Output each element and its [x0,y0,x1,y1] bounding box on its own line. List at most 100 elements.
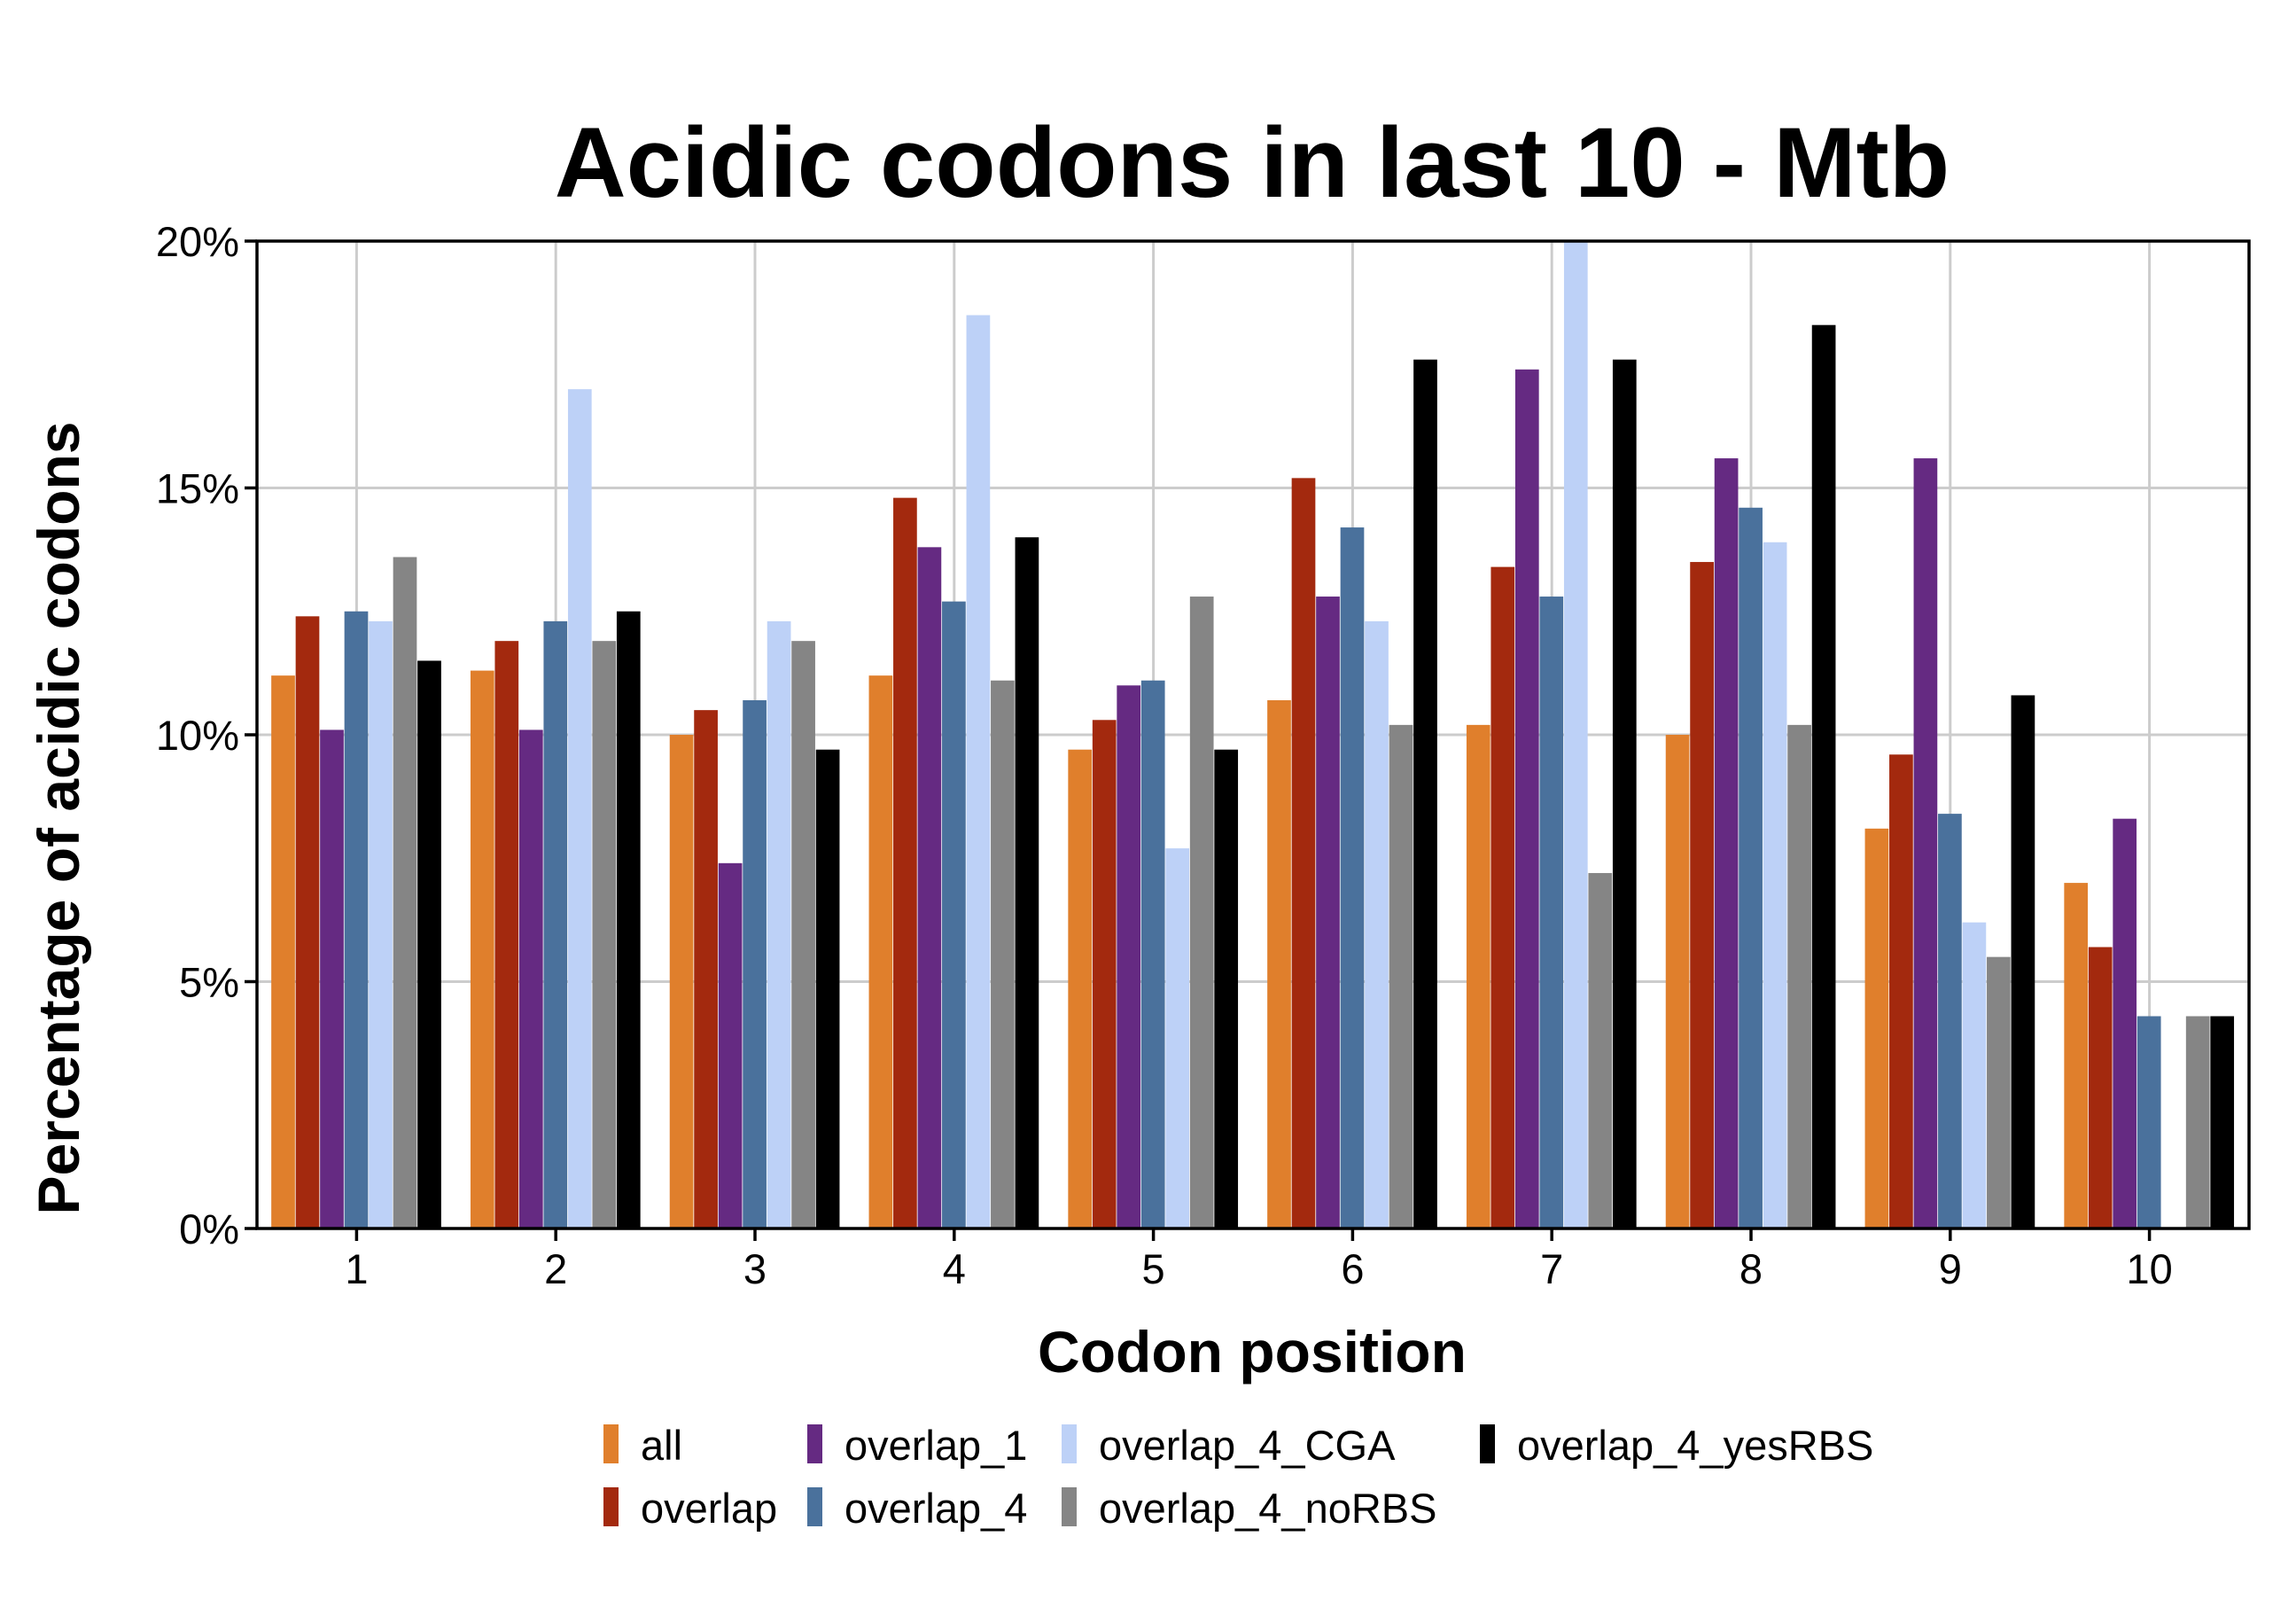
x-tick-label: 2 [544,1245,567,1292]
bar-overlap_4_yesRBS-pos-2 [616,611,641,1228]
bar-overlap_4_CGA-pos-9 [1962,922,1987,1228]
bar-overlap_4-pos-7 [1539,597,1564,1228]
bar-overlap-pos-3 [694,710,718,1228]
legend-swatch [807,1487,822,1526]
bar-overlap-pos-7 [1490,566,1515,1228]
bar-overlap_4-pos-2 [543,620,568,1228]
legend-swatch [603,1424,619,1463]
bar-overlap_4-pos-8 [1739,507,1763,1228]
x-tick-label: 9 [1939,1245,1962,1292]
y-tick-label: 20% [156,218,239,265]
x-tick-label: 3 [743,1245,767,1292]
bar-overlap_4_noRBS-pos-3 [791,641,815,1228]
legend-label: all [641,1422,682,1469]
bar-overlap-pos-10 [2088,947,2113,1228]
bar-overlap_4-pos-10 [2136,1016,2161,1228]
y-tick-label: 0% [179,1205,239,1252]
legend-item-overlap_4_yesRBS: overlap_4_yesRBS [1480,1422,1873,1469]
y-tick-label: 15% [156,465,239,512]
bar-overlap_4_noRBS-pos-6 [1389,724,1413,1228]
bar-overlap_4_noRBS-pos-7 [1588,872,1613,1228]
legend-swatch [1062,1424,1077,1463]
bar-all-pos-1 [271,675,295,1228]
bar-overlap_4_yesRBS-pos-5 [1214,749,1239,1228]
x-tick-label: 7 [1540,1245,1563,1292]
bar-overlap-pos-1 [295,616,320,1228]
bar-overlap_4-pos-5 [1140,680,1165,1228]
bar-overlap_4_yesRBS-pos-3 [815,749,840,1228]
legend-item-overlap_1: overlap_1 [807,1422,1027,1469]
y-axis-label: Percentage of acidic codons [26,422,91,1215]
bar-overlap_4_CGA-pos-3 [767,620,791,1228]
bar-overlap_4_noRBS-pos-4 [991,680,1015,1228]
bar-overlap_1-pos-7 [1514,369,1539,1228]
bar-overlap_4_yesRBS-pos-1 [417,660,441,1228]
legend-item-all: all [603,1422,682,1469]
bar-overlap-pos-4 [893,497,917,1228]
bar-overlap_4-pos-3 [743,700,767,1228]
legend-label: overlap_1 [844,1422,1027,1469]
legend-swatch [807,1424,822,1463]
legend-label: overlap_4_yesRBS [1517,1422,1873,1469]
bar-all-pos-5 [1068,749,1093,1228]
legend-item-overlap_4_noRBS: overlap_4_noRBS [1062,1485,1437,1532]
bar-overlap_1-pos-9 [1913,458,1938,1228]
bar-overlap_4_CGA-pos-1 [369,620,393,1228]
bar-overlap-pos-6 [1291,478,1316,1228]
bar-overlap_4-pos-4 [942,601,966,1228]
bar-overlap_4-pos-6 [1340,527,1365,1228]
bar-overlap_1-pos-3 [718,862,743,1228]
legend-item-overlap: overlap [603,1485,777,1532]
bar-all-pos-8 [1665,735,1690,1228]
bar-overlap_1-pos-6 [1316,597,1340,1228]
x-tick-label: 1 [345,1245,368,1292]
bar-overlap-pos-9 [1889,754,1913,1228]
x-tick-label: 4 [943,1245,966,1292]
bar-overlap_4_CGA-pos-2 [567,389,592,1229]
bar-overlap_4_noRBS-pos-9 [1987,956,2011,1228]
bar-overlap_4_yesRBS-pos-7 [1612,359,1637,1228]
bar-overlap_4_noRBS-pos-5 [1189,597,1214,1228]
bar-overlap_4_yesRBS-pos-6 [1413,359,1437,1228]
legend-label: overlap_4_noRBS [1099,1485,1437,1532]
x-axis-label: Codon position [1038,1319,1467,1384]
bar-overlap_4_noRBS-pos-2 [592,641,617,1228]
bar-overlap_4_noRBS-pos-1 [393,557,417,1228]
bar-all-pos-2 [470,670,494,1228]
bar-overlap_1-pos-10 [2113,818,2137,1228]
x-tick-label: 6 [1341,1245,1364,1292]
bar-overlap_4_yesRBS-pos-8 [1811,324,1836,1228]
bar-overlap_4_CGA-pos-5 [1165,848,1190,1228]
bar-all-pos-4 [868,675,893,1228]
bar-overlap_4_CGA-pos-4 [966,315,991,1228]
chart-title: Acidic codons in last 10 - Mtb [555,107,1950,218]
bar-overlap_4_yesRBS-pos-4 [1015,537,1039,1228]
x-tick-label: 5 [1142,1245,1165,1292]
bar-overlap_1-pos-1 [320,729,344,1228]
bar-overlap-pos-5 [1092,720,1117,1228]
bar-overlap_1-pos-5 [1117,685,1141,1228]
bar-overlap_4_CGA-pos-7 [1563,241,1588,1228]
bar-overlap_4_CGA-pos-8 [1763,542,1787,1228]
legend-label: overlap_4 [844,1485,1027,1532]
x-tick-label: 8 [1740,1245,1763,1292]
legend-swatch [603,1487,619,1526]
bar-all-pos-10 [2064,883,2089,1228]
tick-labels: 0% 5% 10% 15% 20% 1 2 3 4 5 6 7 8 9 10 [156,218,2173,1292]
bar-overlap_4-pos-1 [344,611,369,1228]
y-tick-label: 5% [179,959,239,1006]
bar-overlap_4_yesRBS-pos-10 [2210,1016,2235,1228]
bar-overlap_4-pos-9 [1938,814,1962,1228]
bar-all-pos-9 [1864,828,1889,1228]
legend-swatch [1480,1424,1495,1463]
bars [271,241,2235,1229]
bar-overlap_4_yesRBS-pos-9 [2011,695,2035,1228]
x-tick-label: 10 [2126,1245,2172,1292]
legend-label: overlap_4_CGA [1099,1422,1396,1469]
bar-overlap_1-pos-8 [1714,458,1739,1228]
bar-overlap-pos-8 [1690,562,1714,1228]
y-tick-label: 10% [156,712,239,759]
bar-overlap-pos-2 [494,641,519,1228]
bar-overlap_4_noRBS-pos-8 [1787,724,1811,1228]
